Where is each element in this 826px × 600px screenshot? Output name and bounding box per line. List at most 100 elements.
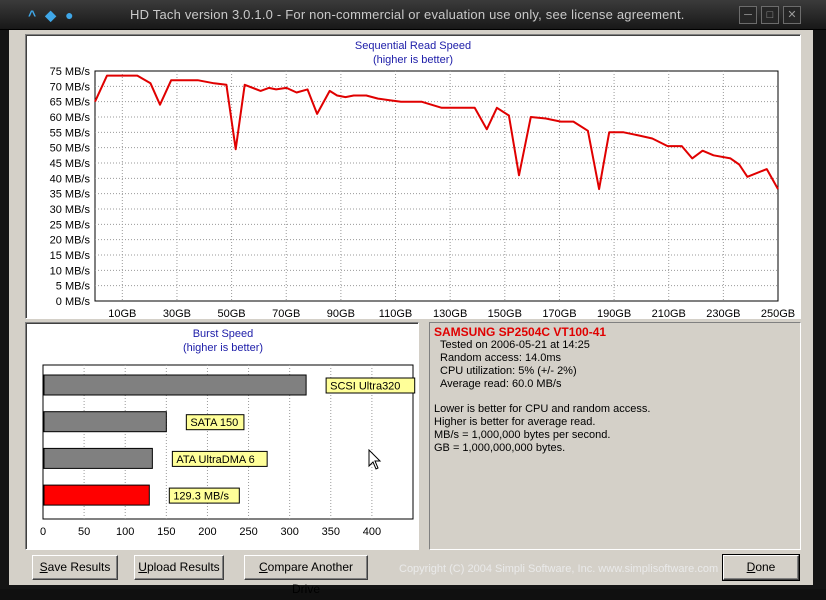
sequential-chart-subtitle: (higher is better) [372, 54, 454, 66]
burst-bar [43, 411, 167, 433]
y-tick-label: 5 MB/s [56, 281, 91, 293]
y-tick-label: 0 MB/s [56, 296, 91, 308]
maximize-button[interactable]: □ [761, 6, 779, 24]
minimize-button[interactable]: ─ [739, 6, 757, 24]
save-results-button[interactable]: Save Results [32, 555, 118, 580]
drive-info-panel: SAMSUNG SP2504C VT100-41 Tested on 2006-… [429, 322, 801, 550]
burst-speed-chart: 0 50 100 150 200 250 300 350 400 SCSI Ultra320 SAT… [40, 364, 416, 538]
y-tick-label: 65 MB/s [50, 97, 91, 109]
y-tick-label: 60 MB/s [50, 112, 91, 124]
drive-name: SAMSUNG SP2504C VT100-41 [434, 325, 607, 339]
client-area: Sequential Read Speed (higher is better)… [9, 30, 813, 596]
burst-bar-label-box [185, 414, 245, 431]
burst-chart-title: Burst Speed (higher is better) [26, 327, 420, 355]
y-tick-label: 35 MB/s [50, 189, 91, 201]
burst-chart-subtitle: (higher is better) [182, 342, 264, 354]
burst-bar-label: ATA UltraDMA 6 [176, 454, 254, 466]
burst-bar-label-box [171, 450, 268, 467]
tested-on: Tested on 2006-05-21 at 14:25 [440, 339, 590, 351]
sequential-read-panel: Sequential Read Speed (higher is better)… [25, 34, 801, 319]
burst-x-tick-label: 350 [322, 526, 340, 538]
x-tick-label: 30GB [163, 308, 191, 318]
cpu-utilization: CPU utilization: 5% (+/- 2%) [440, 365, 577, 377]
y-tick-label: 10 MB/s [50, 265, 91, 277]
random-access: Random access: 14.0ms [440, 352, 562, 364]
title-bar[interactable]: ^ ◆ ● HD Tach version 3.0.1.0 - For non-… [0, 0, 826, 30]
window-title: HD Tach version 3.0.1.0 - For non-commer… [130, 7, 685, 22]
window-frame-right [813, 30, 826, 589]
burst-bar [43, 447, 153, 469]
chevron-up-icon[interactable]: ^ [28, 7, 37, 23]
done-label: one [755, 560, 776, 574]
mouse-cursor-icon [368, 449, 382, 470]
window-frame-left [0, 30, 9, 589]
y-tick-label: 30 MB/s [50, 204, 91, 216]
x-tick-label: 110GB [379, 308, 412, 318]
plot-area [94, 70, 779, 302]
note-gb-definition: GB = 1,000,000,000 bytes. [434, 442, 566, 454]
x-tick-label: 230GB [706, 308, 740, 318]
upload-hotkey: U [138, 560, 147, 574]
burst-chart-title-text: Burst Speed [192, 328, 254, 340]
done-hotkey: D [746, 560, 756, 574]
burst-x-tick-label: 150 [157, 526, 175, 538]
done-button[interactable]: Done [722, 554, 800, 581]
save-hotkey: S [39, 560, 48, 574]
burst-x-tick-label: 400 [363, 526, 381, 538]
y-tick-label: 50 MB/s [50, 143, 91, 155]
note-higher-better: Higher is better for average read. [434, 416, 596, 428]
burst-bar-label-box [325, 377, 416, 394]
burst-bar [43, 484, 150, 506]
y-tick-label: 40 MB/s [50, 173, 91, 185]
x-tick-label: 190GB [597, 308, 631, 318]
note-lower-better: Lower is better for CPU and random acces… [434, 403, 651, 415]
burst-bar-label: SATA 150 [190, 417, 238, 429]
y-tick-label: 20 MB/s [50, 235, 91, 247]
diamond-icon[interactable]: ◆ [45, 7, 57, 23]
y-tick-label: 55 MB/s [50, 127, 91, 139]
burst-bar-label: SCSI Ultra320 [330, 381, 400, 393]
compare-label: ompare Another Drive [267, 560, 354, 596]
sequential-read-chart: 0 MB/s 5 MB/s 10 MB/s 15 MB/s 20 MB/s 25 MB/s… [50, 66, 795, 318]
compare-another-drive-button[interactable]: Compare Another Drive [244, 555, 368, 596]
sequential-chart-title-text: Sequential Read Speed [354, 40, 472, 52]
x-tick-label: 10GB [108, 308, 136, 318]
x-tick-label: 210GB [652, 308, 686, 318]
note-mbs-definition: MB/s = 1,000,000 bytes per second. [434, 429, 611, 441]
close-button[interactable]: ✕ [783, 6, 801, 24]
x-tick-label: 70GB [272, 308, 300, 318]
burst-x-tick-label: 200 [198, 526, 216, 538]
y-tick-label: 70 MB/s [50, 81, 91, 93]
logo-icons: ^ ◆ ● [28, 6, 98, 24]
y-tick-label: 45 MB/s [50, 158, 91, 170]
x-tick-label: 170GB [542, 308, 576, 318]
burst-bar-label-box [168, 487, 240, 504]
burst-speed-panel: Burst Speed (higher is better) 0 50 100 150… [25, 322, 419, 550]
burst-bar [43, 374, 307, 396]
compare-hotkey: C [258, 560, 268, 574]
burst-bar-label: 129.3 MB/s [173, 491, 229, 503]
x-tick-label: 50GB [218, 308, 246, 318]
y-tick-label: 75 MB/s [50, 66, 91, 78]
x-tick-label: 150GB [488, 308, 522, 318]
save-label: ave Results [47, 560, 111, 574]
x-tick-label: 250GB [761, 308, 795, 318]
burst-x-tick-label: 300 [280, 526, 298, 538]
burst-x-tick-label: 100 [116, 526, 134, 538]
sequential-chart-title: Sequential Read Speed (higher is better) [26, 39, 800, 67]
burst-x-tick-label: 50 [78, 526, 90, 538]
burst-x-tick-label: 0 [40, 526, 46, 538]
x-tick-label: 130GB [433, 308, 467, 318]
window-frame-bottom [0, 585, 826, 589]
average-read: Average read: 60.0 MB/s [440, 378, 562, 390]
x-tick-label: 90GB [327, 308, 355, 318]
upload-results-button[interactable]: Upload Results [134, 555, 224, 580]
alien-icon[interactable]: ● [65, 7, 74, 23]
y-tick-label: 25 MB/s [50, 219, 91, 231]
copyright-text: Copyright (C) 2004 Simpli Software, Inc.… [399, 563, 719, 575]
info-spacer [434, 391, 796, 403]
burst-x-tick-label: 250 [239, 526, 257, 538]
read-speed-series-line [94, 74, 779, 191]
upload-label: pload Results [146, 560, 220, 574]
